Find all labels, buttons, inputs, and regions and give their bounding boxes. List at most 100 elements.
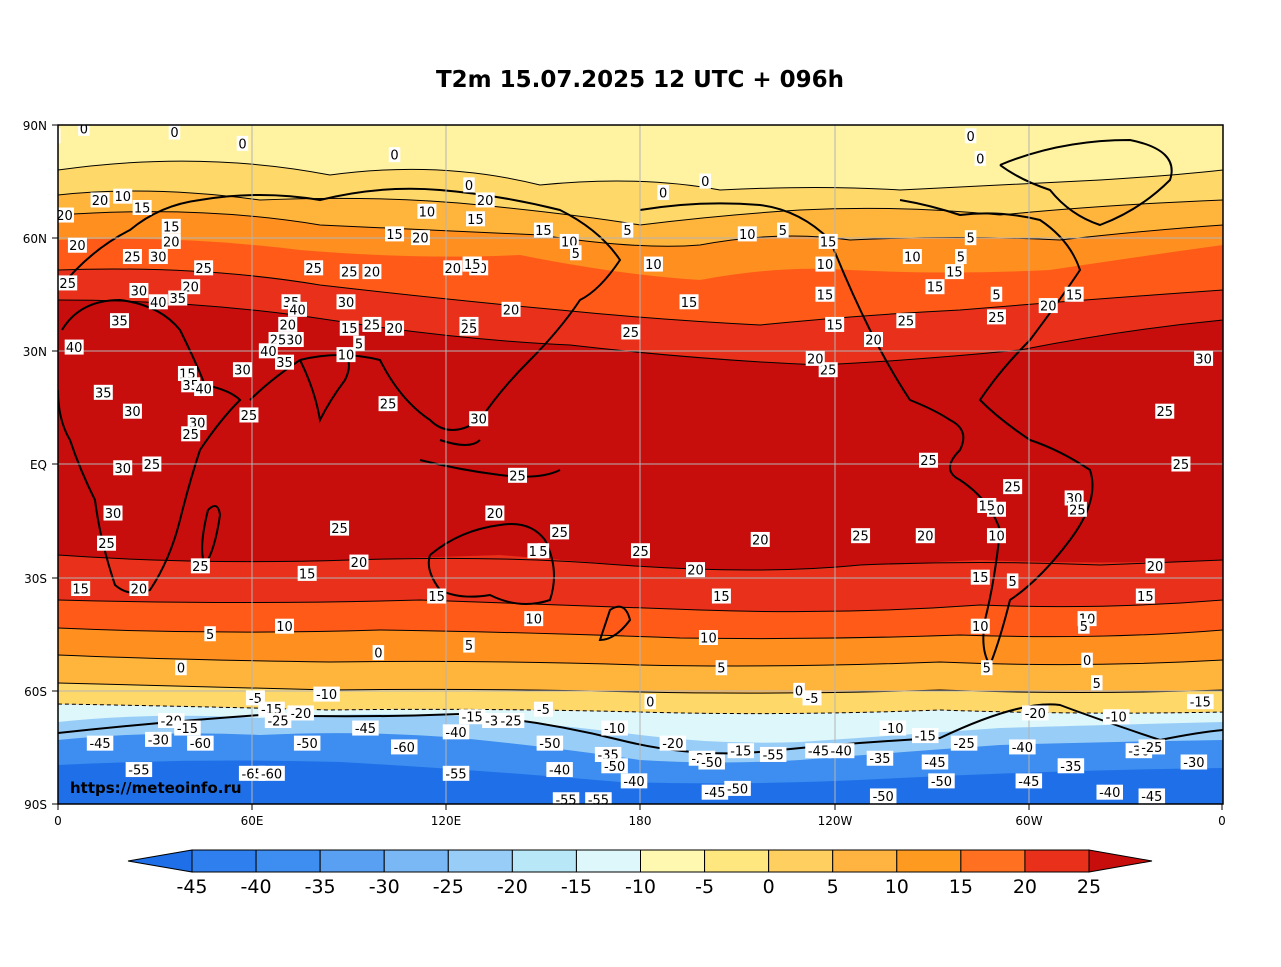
contour-label: 25 — [362, 316, 382, 333]
contour-label-text: 40 — [289, 303, 306, 318]
contour-label: -40 — [620, 773, 648, 790]
contour-label-text: 10 — [817, 258, 834, 273]
contour-label: 20 — [475, 192, 495, 209]
contour-label-bg — [427, 588, 447, 604]
contour-label: 20 — [349, 554, 369, 571]
contour-label-text: -45 — [355, 722, 376, 737]
contour-label: 10 — [643, 256, 663, 273]
contour-label-text: 5 — [957, 251, 965, 266]
contour-label-bg — [559, 233, 579, 249]
contour-label-text: 15 — [946, 266, 963, 281]
contour-label: 15 — [465, 211, 485, 228]
contour-label-bg — [194, 260, 214, 276]
contour-label-text: 15 — [535, 224, 552, 239]
contour-label-bg — [148, 249, 168, 265]
contour-label-bg — [58, 207, 74, 223]
contour-label: -3 — [482, 713, 502, 730]
contour-label-text: 25 — [632, 545, 649, 560]
contour-label: 0 — [964, 128, 977, 145]
contour-label: 10 — [986, 528, 1006, 545]
contour-label-bg — [1006, 573, 1019, 589]
contour-label-bg — [330, 520, 350, 536]
contour-label-bg — [497, 713, 525, 729]
contour-label: 5 — [955, 249, 967, 266]
contour-label-bg — [1057, 758, 1085, 774]
contour-label-text: 20 — [386, 322, 403, 337]
contour-label-text: 25 — [1069, 503, 1086, 518]
contour-label-text: 20 — [752, 533, 769, 548]
contour-label: 0 — [644, 694, 656, 711]
contour-label: -5 — [533, 701, 553, 718]
contour-label-bg — [902, 249, 922, 265]
contour-label: 0 — [388, 147, 401, 164]
contour-label-bg — [727, 743, 755, 759]
contour-label: -25 — [950, 735, 978, 752]
contour-label-bg — [258, 701, 285, 717]
contour-label: 30 — [113, 460, 133, 477]
contour-label: 20 — [90, 192, 110, 209]
contour-label-text: 0 — [465, 179, 473, 194]
contour-label-text: 35 — [169, 292, 186, 307]
contour-label-bg — [181, 426, 201, 442]
contour-label: -5 — [802, 690, 822, 707]
contour-label-text: -10 — [604, 722, 625, 737]
contour-label-text: -15 — [1190, 696, 1211, 711]
contour-label-text: 25 — [852, 530, 869, 545]
colorbar-tick-label: 5 — [827, 876, 839, 898]
contour-label: 5 — [1091, 675, 1103, 692]
contour-label: -60 — [258, 765, 285, 782]
contour-label-text: 15 — [817, 288, 834, 303]
gridlines — [58, 125, 1223, 804]
contour-label-bg — [109, 313, 129, 329]
contour-label-bg — [36, 162, 48, 177]
contour-label-bg — [64, 339, 84, 355]
colorbar-extend-low — [127, 849, 193, 873]
contour-label-bg — [465, 211, 485, 227]
contour-label: 0 — [175, 660, 187, 677]
contour-label-text: 20 — [163, 235, 180, 250]
contour-label-text: 25 — [509, 469, 526, 484]
contour-labels: 0000000001000201015201520202525302520304… — [31, 122, 1214, 804]
contour-label-bg — [1194, 350, 1214, 366]
contour-label: 20 — [805, 350, 825, 367]
contour-label: -40 — [1096, 784, 1123, 801]
contour-label: -25 — [264, 713, 292, 730]
contour-label-bg — [724, 780, 751, 796]
contour-label: 0 — [793, 682, 805, 699]
contour-label-bg — [349, 554, 369, 570]
colorbar-segment — [896, 849, 962, 873]
contour-label: 5 — [1006, 573, 1019, 590]
contour-label: -15 — [912, 728, 939, 745]
contour-label-text: 40 — [260, 345, 277, 360]
contour-label: 25 — [1067, 501, 1087, 518]
contour-label-text: -20 — [290, 707, 311, 722]
contour-label-bg — [815, 256, 835, 272]
contour-label: -45 — [352, 720, 379, 737]
contour-label-bg — [536, 735, 564, 751]
contour-label-text: -10 — [316, 688, 337, 703]
contour-label: -55 — [759, 746, 787, 763]
colorbar-tick-label: 0 — [763, 876, 775, 898]
contour-label: -50 — [869, 788, 897, 804]
contour-label-bg — [964, 128, 977, 144]
contour-label: 10 — [524, 611, 544, 628]
contour-label: 30 — [122, 403, 142, 420]
contour-label: 25 — [268, 332, 288, 349]
contour-label-text: 0 — [80, 122, 88, 137]
contour-label-text: 30 — [470, 413, 487, 428]
contour-label: 25 — [1171, 456, 1191, 473]
contour-label-bg — [459, 320, 479, 336]
contour-label-text: 15 — [163, 220, 180, 235]
contour-label-text: 20 — [1147, 560, 1164, 575]
band-antarctic-deep — [58, 760, 1223, 804]
contour-label-bg — [391, 739, 418, 755]
contour-label: 10 — [815, 256, 835, 273]
contour-label-text: 0 — [795, 684, 803, 699]
contour-label-text: -50 — [604, 760, 625, 775]
contour-label-text: 40 — [150, 296, 167, 311]
contour-label-text: 0 — [31, 134, 39, 149]
contour-label: 40 — [148, 294, 168, 311]
contour-label-bg — [524, 611, 544, 627]
contour-label: -50 — [601, 758, 628, 775]
contour-label-text: 25 — [364, 318, 381, 333]
